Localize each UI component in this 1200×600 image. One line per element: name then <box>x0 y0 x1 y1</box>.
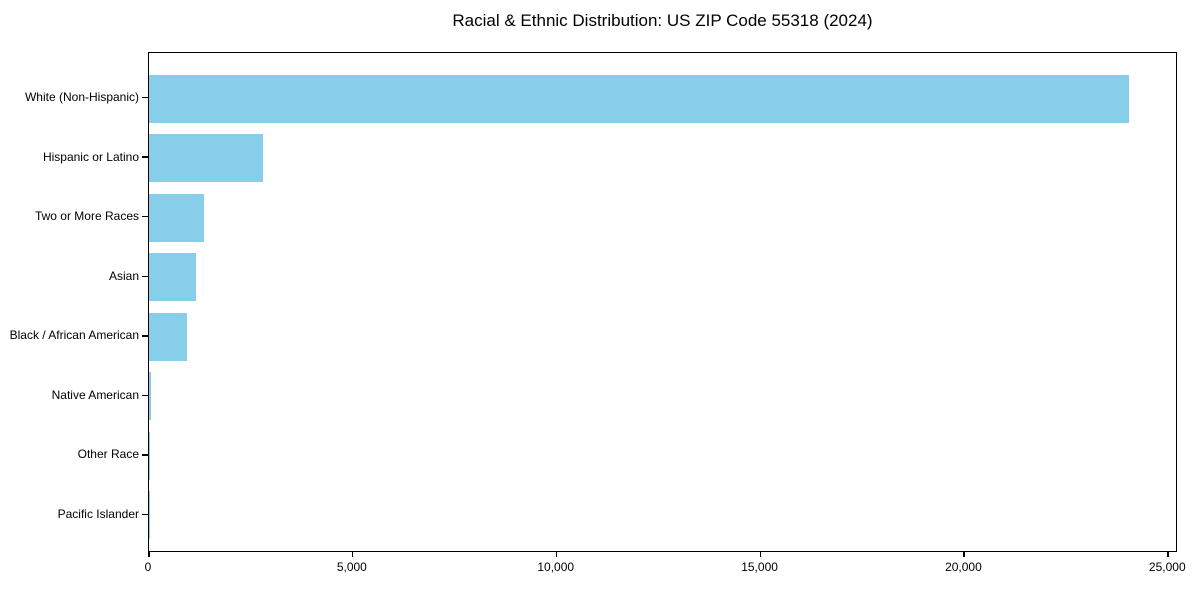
x-tick-label: 20,000 <box>945 560 982 574</box>
y-axis-label: Native American <box>51 387 139 402</box>
y-axis-label: Black / African American <box>9 328 139 343</box>
chart-title: Racial & Ethnic Distribution: US ZIP Cod… <box>452 11 873 30</box>
x-tick-mark <box>963 552 965 557</box>
y-axis-label: White (Non-Hispanic) <box>24 90 139 105</box>
x-tick-mark <box>1167 552 1169 557</box>
x-tick-mark <box>148 552 150 557</box>
bar-native-american <box>149 372 151 421</box>
x-tick-mark <box>759 552 762 557</box>
y-axis-label: Asian <box>108 268 139 283</box>
x-tick-mark <box>555 552 558 557</box>
x-tick-label: 15,000 <box>741 560 778 574</box>
y-axis-label: Two or More Races <box>34 209 139 224</box>
y-tick-mark <box>142 335 148 337</box>
y-tick-mark <box>142 513 148 516</box>
plot-area <box>148 52 1177 552</box>
y-tick-mark <box>142 96 148 99</box>
x-tick-mark <box>351 552 354 557</box>
x-tick-label: 0 <box>144 560 152 574</box>
y-tick-mark <box>142 275 148 277</box>
bar-white-non-hispanic <box>149 74 1129 123</box>
y-tick-mark <box>142 156 148 158</box>
x-tick-label: 10,000 <box>537 560 575 574</box>
y-tick-mark <box>142 394 148 397</box>
x-tick-label: 25,000 <box>1148 560 1186 574</box>
bar-hispanic-or-latino <box>149 134 264 183</box>
y-tick-mark <box>142 454 148 456</box>
bar-asian <box>149 253 197 302</box>
y-axis-label: Pacific Islander <box>57 506 139 521</box>
bar-black-african-american <box>149 312 188 361</box>
y-axis-label: Hispanic or Latino <box>42 149 139 164</box>
bar-two-or-more-races <box>149 193 205 242</box>
y-axis-label: Other Race <box>77 447 139 462</box>
x-tick-label: 5,000 <box>336 560 367 574</box>
y-tick-mark <box>142 215 148 218</box>
bar-other-race <box>149 431 150 480</box>
